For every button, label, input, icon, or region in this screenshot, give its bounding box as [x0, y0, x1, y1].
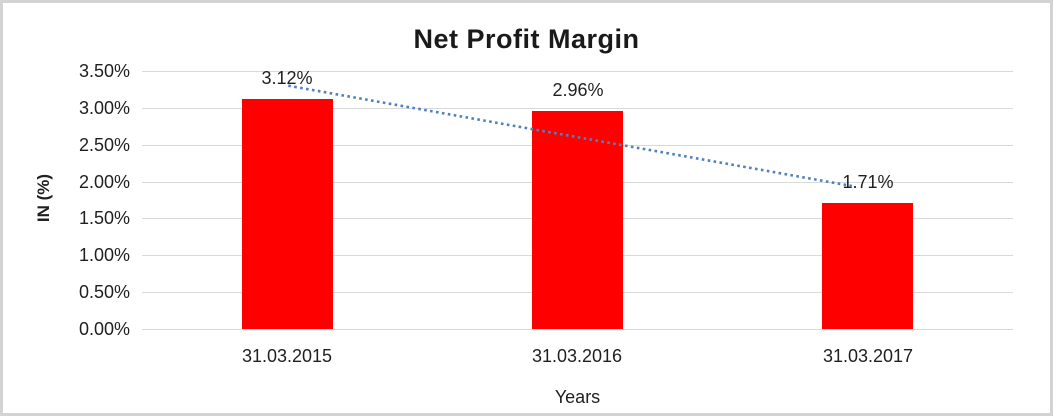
x-category-label: 31.03.2017 [822, 346, 914, 366]
y-tick-label: 3.50% [78, 61, 130, 81]
bar-31.03.2017 [822, 203, 913, 329]
chart-title: Net Profit Margin [413, 24, 640, 54]
bar-31.03.2015 [242, 99, 333, 329]
y-tick-label: 2.00% [78, 172, 130, 192]
plot-area: 3.12% 2.96% 1.71% [142, 68, 1013, 330]
bar-31.03.2016 [532, 111, 623, 329]
trendline [288, 84, 853, 188]
bar-value-label: 2.96% [552, 80, 604, 100]
bar-value-label: 3.12% [261, 68, 313, 88]
gridline [142, 108, 1013, 109]
y-tick-label: 2.50% [78, 135, 130, 155]
y-axis-title: IN (%) [34, 173, 53, 223]
y-tick-label: 0.00% [78, 319, 130, 339]
trendline-layer [288, 84, 853, 188]
y-tick-label: 0.50% [78, 282, 130, 302]
gridline [142, 71, 1013, 72]
gridline [142, 329, 1013, 330]
x-axis-title: Years [554, 387, 601, 407]
y-tick-label: 3.00% [78, 98, 130, 118]
y-tick-label: 1.50% [78, 208, 130, 228]
bar-value-label: 1.71% [842, 172, 894, 192]
x-category-label: 31.03.2016 [531, 346, 623, 366]
y-tick-label: 1.00% [78, 245, 130, 265]
x-category-label: 31.03.2015 [241, 346, 333, 366]
